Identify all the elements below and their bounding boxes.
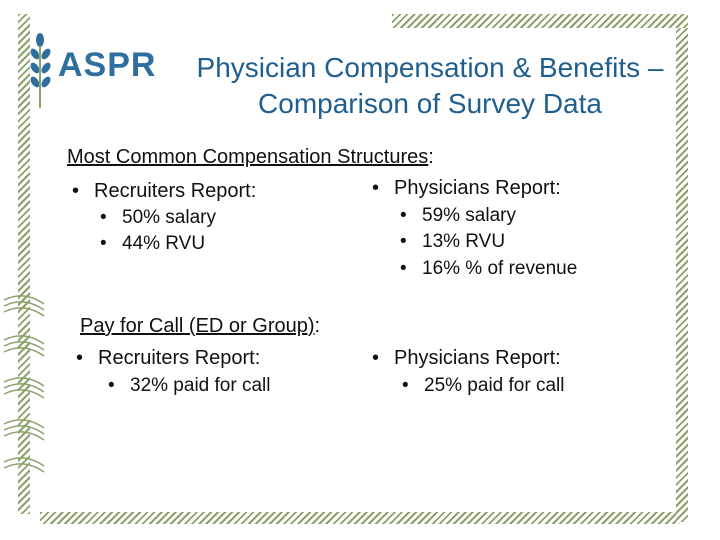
section-heading-compensation: Most Common Compensation Structures: [67,146,434,169]
section-heading-text: Pay for Call (ED or Group) [80,315,315,337]
physicians-report-label: Physicians Report: [372,347,561,370]
list-item: 25% paid for call [402,375,564,397]
title-line-1: Physician Compensation & Benefits – [196,52,664,83]
section-heading-pay-for-call: Pay for Call (ED or Group): [80,315,320,338]
section-heading-suffix: : [428,146,434,168]
frame-bottom-border [40,512,680,524]
section-heading-text: Most Common Compensation Structures [67,146,429,168]
decorative-wave-pattern [3,295,45,473]
physicians-report-label: Physicians Report: [372,177,561,200]
list-item: 32% paid for call [108,375,270,397]
logo-text: ASPR [58,46,157,84]
wheat-sprig-icon [30,33,51,108]
list-item: 44% RVU [100,233,205,255]
recruiters-report-label: Recruiters Report: [72,180,256,203]
list-item: 59% salary [400,205,516,227]
frame-top-border [392,14,688,28]
title-line-2: Comparison of Survey Data [258,88,602,119]
recruiters-report-label: Recruiters Report: [76,347,260,370]
frame-left-border [18,14,30,514]
list-item: 16% % of revenue [400,258,577,280]
frame-right-border [676,24,688,522]
page-title: Physician Compensation & Benefits – Comp… [150,50,710,122]
list-item: 50% salary [100,207,216,229]
list-item: 13% RVU [400,231,505,253]
section-heading-suffix: : [314,315,321,337]
